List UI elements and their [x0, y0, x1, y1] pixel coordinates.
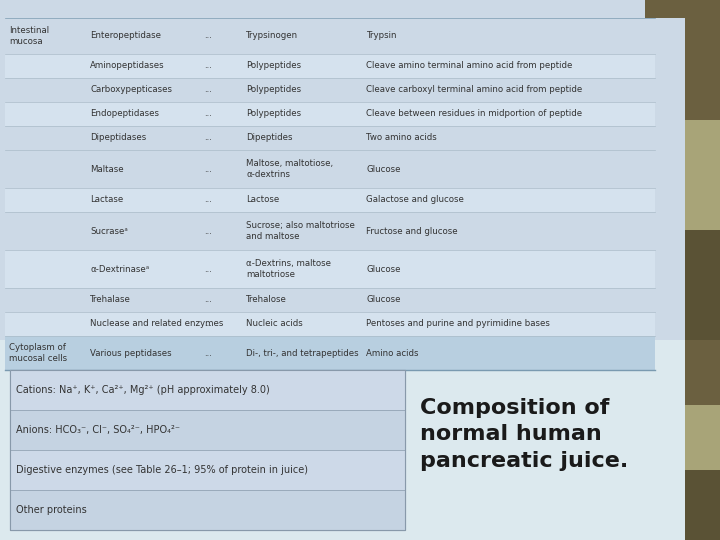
Text: Dipeptidases: Dipeptidases: [90, 133, 146, 143]
Text: α-Dextrins, maltose
maltotriose: α-Dextrins, maltose maltotriose: [246, 259, 331, 279]
Bar: [0, 0, 720, 340]
Text: Trehalose: Trehalose: [246, 295, 287, 305]
Text: Lactose: Lactose: [246, 195, 279, 205]
Text: Intestinal
mucosa: Intestinal mucosa: [9, 26, 49, 46]
Text: Cleave amino terminal amino acid from peptide: Cleave amino terminal amino acid from pe…: [366, 62, 573, 71]
Text: ...: ...: [204, 320, 212, 328]
Text: Enteropeptidase: Enteropeptidase: [90, 31, 161, 40]
Bar: [685, 120, 720, 230]
Bar: [10, 370, 405, 410]
Text: Trypsinogen: Trypsinogen: [246, 31, 298, 40]
Text: ...: ...: [204, 348, 212, 357]
Bar: [5, 188, 655, 212]
Text: Nucleic acids: Nucleic acids: [246, 320, 303, 328]
Bar: [10, 370, 405, 530]
Text: Maltase: Maltase: [90, 165, 124, 173]
Text: Digestive enzymes (see Table 26–1; 95% of protein in juice): Digestive enzymes (see Table 26–1; 95% o…: [16, 465, 308, 475]
Text: Two amino acids: Two amino acids: [366, 133, 437, 143]
Bar: [10, 450, 405, 490]
Bar: [5, 212, 655, 250]
Bar: [5, 18, 655, 370]
Text: ...: ...: [204, 265, 212, 273]
Text: Polypeptides: Polypeptides: [246, 85, 302, 94]
Text: Carboxypepticases: Carboxypepticases: [90, 85, 172, 94]
Bar: [10, 370, 405, 530]
Text: Composition of
normal human
pancreatic juice.: Composition of normal human pancreatic j…: [420, 398, 629, 471]
Text: Various peptidases: Various peptidases: [90, 348, 172, 357]
Text: Dipeptides: Dipeptides: [246, 133, 293, 143]
Text: Cations: Na⁺, K⁺, Ca²⁺, Mg²⁺ (pH approximately 8.0): Cations: Na⁺, K⁺, Ca²⁺, Mg²⁺ (pH approxi…: [16, 385, 270, 395]
Text: ...: ...: [204, 31, 212, 40]
Bar: [5, 54, 655, 78]
Bar: [5, 336, 655, 370]
Text: Pentoses and purine and pyrimidine bases: Pentoses and purine and pyrimidine bases: [366, 320, 550, 328]
Bar: [10, 490, 405, 530]
Bar: [685, 470, 720, 540]
Text: ...: ...: [204, 165, 212, 173]
Text: α-Dextrinaseᵃ: α-Dextrinaseᵃ: [90, 265, 149, 273]
Bar: [5, 150, 655, 188]
Bar: [645, 0, 720, 18]
Text: Amino acids: Amino acids: [366, 348, 419, 357]
Text: Lactase: Lactase: [90, 195, 124, 205]
Text: Trehalase: Trehalase: [90, 295, 131, 305]
Text: Cleave between residues in midportion of peptide: Cleave between residues in midportion of…: [366, 110, 582, 118]
Text: Glucose: Glucose: [366, 295, 401, 305]
Bar: [685, 340, 720, 405]
Bar: [10, 410, 405, 450]
Bar: [5, 18, 655, 54]
Text: Cleave carboxyl terminal amino acid from peptide: Cleave carboxyl terminal amino acid from…: [366, 85, 582, 94]
Bar: [685, 405, 720, 470]
Text: ...: ...: [204, 110, 212, 118]
Text: Sucraseᵃ: Sucraseᵃ: [90, 226, 128, 235]
Bar: [5, 250, 655, 288]
Text: ...: ...: [204, 195, 212, 205]
Text: Galactose and glucose: Galactose and glucose: [366, 195, 464, 205]
Text: Other proteins: Other proteins: [16, 505, 86, 515]
Text: Glucose: Glucose: [366, 165, 401, 173]
Text: Cytoplasm of
mucosal cells: Cytoplasm of mucosal cells: [9, 343, 67, 363]
Text: Nuclease and related enzymes: Nuclease and related enzymes: [90, 320, 224, 328]
Text: ...: ...: [204, 62, 212, 71]
Text: Sucrose; also maltotriose
and maltose: Sucrose; also maltotriose and maltose: [246, 221, 355, 241]
Text: Polypeptides: Polypeptides: [246, 110, 302, 118]
Bar: [685, 18, 720, 120]
Bar: [5, 78, 655, 102]
Text: Polypeptides: Polypeptides: [246, 62, 302, 71]
Text: Glucose: Glucose: [366, 265, 401, 273]
Bar: [5, 102, 655, 126]
Text: Di-, tri-, and tetrapeptides: Di-, tri-, and tetrapeptides: [246, 348, 359, 357]
Text: Maltose, maltotiose,
α-dextrins: Maltose, maltotiose, α-dextrins: [246, 159, 333, 179]
Bar: [685, 230, 720, 340]
Text: Endopeptidases: Endopeptidases: [90, 110, 159, 118]
Text: ...: ...: [204, 85, 212, 94]
Text: Fructose and glucose: Fructose and glucose: [366, 226, 458, 235]
Text: Trypsin: Trypsin: [366, 31, 397, 40]
Text: ...: ...: [204, 133, 212, 143]
Bar: [0, 340, 720, 540]
Text: Aminopeptidases: Aminopeptidases: [90, 62, 165, 71]
Text: ...: ...: [204, 295, 212, 305]
Text: ...: ...: [204, 226, 212, 235]
Bar: [5, 126, 655, 150]
Bar: [5, 312, 655, 336]
Text: Anions: HCO₃⁻, Cl⁻, SO₄²⁻, HPO₄²⁻: Anions: HCO₃⁻, Cl⁻, SO₄²⁻, HPO₄²⁻: [16, 425, 180, 435]
Bar: [5, 288, 655, 312]
